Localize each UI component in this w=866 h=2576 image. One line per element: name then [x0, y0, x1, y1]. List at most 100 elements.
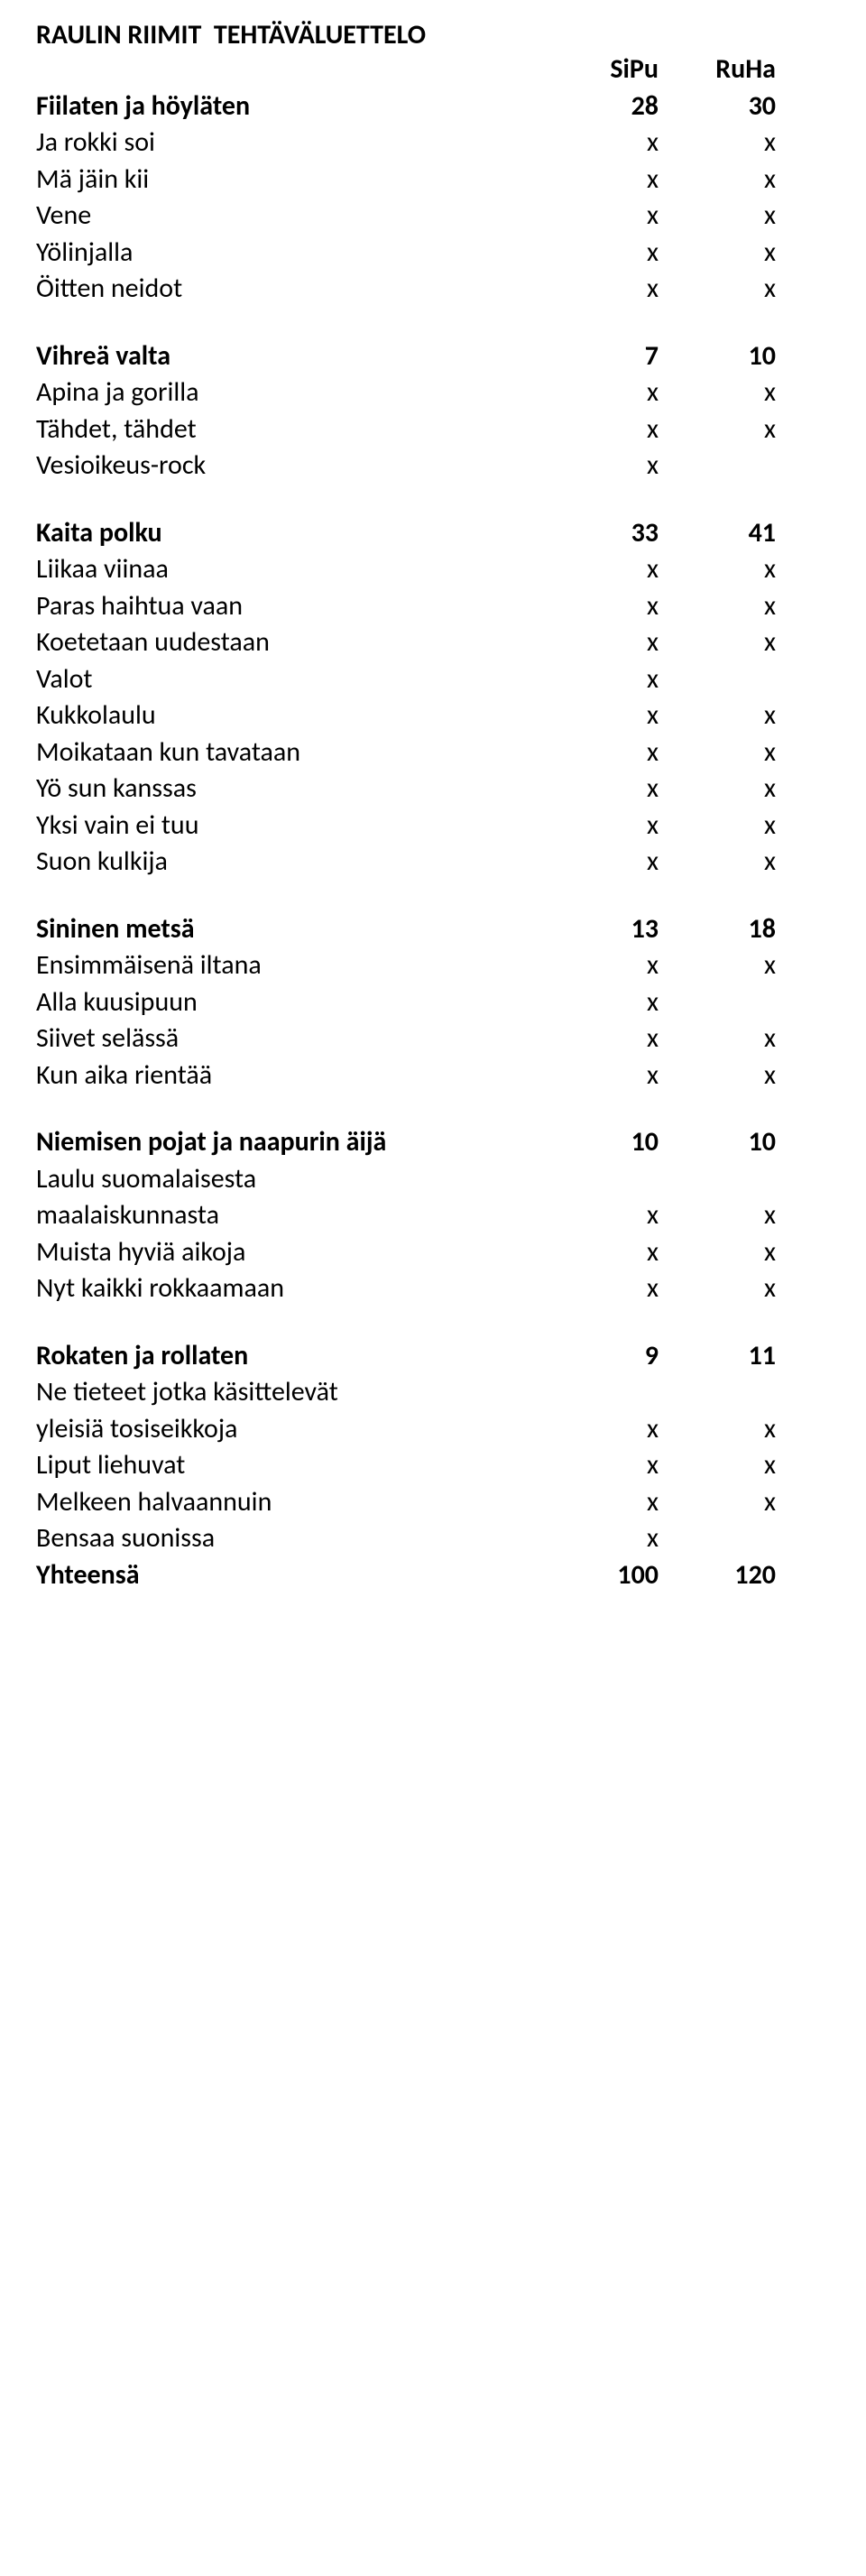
block-row-0-1-col2: x [659, 162, 776, 199]
block-row-2-6-col2: x [659, 771, 776, 808]
block-row-3-2-label: Siivet selässä [36, 1020, 541, 1057]
block-row-0-4-label: Öitten neidot [36, 271, 541, 308]
block-row-0-1-col1: x [541, 162, 659, 199]
block-row-2-3-col1: x [541, 661, 659, 698]
block-row-2-6-col1: x [541, 771, 659, 808]
block-row-2-3-label: Valot [36, 661, 541, 698]
block-row-3-2: Siivet selässäxx [36, 1020, 830, 1057]
block-row-3-3-label: Kun aika rientää [36, 1057, 541, 1094]
block-row-0-3-col1: x [541, 235, 659, 272]
block-row-1-0: Apina ja gorillaxx [36, 374, 830, 411]
block-row-5-3-col1: x [541, 1484, 659, 1521]
block-row-5-4-label: Bensaa suonissa [36, 1520, 541, 1557]
block-row-2-8-col1: x [541, 844, 659, 881]
block-row-3-3-col1: x [541, 1057, 659, 1094]
block-row-4-3-col1: x [541, 1270, 659, 1307]
block-header-1-col1: 7 [541, 338, 659, 375]
block-row-0-0-col1: x [541, 125, 659, 162]
block-row-2-2-col1: x [541, 624, 659, 661]
block-header-0-col1: 28 [541, 88, 659, 125]
block-row-2-1-col1: x [541, 588, 659, 625]
block-row-4-1: maalaiskunnastaxx [36, 1197, 830, 1234]
block-row-5-4: Bensaa suonissax [36, 1520, 830, 1557]
block-row-5-1-col1: x [541, 1411, 659, 1448]
block-row-4-3-col2: x [659, 1270, 776, 1307]
block-footer-5-col1: 100 [541, 1557, 659, 1594]
header-col-2: RuHa [659, 51, 776, 88]
block-spacer [36, 881, 830, 911]
block-row-1-0-col2: x [659, 374, 776, 411]
block-header-3: Sininen metsä1318 [36, 911, 830, 948]
block-row-5-3-col2: x [659, 1484, 776, 1521]
block-row-2-8-col2: x [659, 844, 776, 881]
block-spacer [36, 1307, 830, 1338]
block-header-0-label: Fiilaten ja höyläten [36, 88, 541, 125]
block-row-1-1-col2: x [659, 411, 776, 448]
block-row-5-3: Melkeen halvaannuinxx [36, 1484, 830, 1521]
block-row-1-0-col1: x [541, 374, 659, 411]
block-row-2-7-col2: x [659, 808, 776, 845]
block-row-0-4-col1: x [541, 271, 659, 308]
block-header-3-col2: 18 [659, 911, 776, 948]
block-row-0-3-label: Yölinjalla [36, 235, 541, 272]
block-row-4-1-col1: x [541, 1197, 659, 1234]
block-row-2-4-label: Kukkolaulu [36, 697, 541, 734]
block-row-3-2-col2: x [659, 1020, 776, 1057]
block-row-2-5: Moikataan kun tavataanxx [36, 734, 830, 771]
block-row-2-5-col1: x [541, 734, 659, 771]
block-header-2-label: Kaita polku [36, 515, 541, 552]
block-header-2: Kaita polku3341 [36, 515, 830, 552]
block-row-1-1: Tähdet, tähdetxx [36, 411, 830, 448]
block-header-5-col1: 9 [541, 1338, 659, 1375]
block-row-2-4: Kukkolauluxx [36, 697, 830, 734]
block-header-4: Niemisen pojat ja naapurin äijä1010 [36, 1124, 830, 1161]
block-row-1-2: Vesioikeus-rockx [36, 448, 830, 485]
block-row-0-0-label: Ja rokki soi [36, 125, 541, 162]
block-row-3-0-col2: x [659, 947, 776, 984]
block-row-2-8-label: Suon kulkija [36, 844, 541, 881]
block-row-4-1-label: maalaiskunnasta [36, 1197, 541, 1234]
block-row-2-7: Yksi vain ei tuuxx [36, 808, 830, 845]
block-row-4-2-label: Muista hyviä aikoja [36, 1234, 541, 1271]
block-row-1-1-col1: x [541, 411, 659, 448]
block-row-0-3-col2: x [659, 235, 776, 272]
block-header-3-col1: 13 [541, 911, 659, 948]
block-row-0-1-label: Mä jäin kii [36, 162, 541, 199]
block-row-2-1: Paras haihtua vaanxx [36, 588, 830, 625]
block-row-3-1-label: Alla kuusipuun [36, 984, 541, 1021]
block-header-1: Vihreä valta710 [36, 338, 830, 375]
block-row-0-1: Mä jäin kiixx [36, 162, 830, 199]
block-header-4-col2: 10 [659, 1124, 776, 1161]
block-row-0-3: Yölinjallaxx [36, 235, 830, 272]
block-row-2-7-label: Yksi vain ei tuu [36, 808, 541, 845]
block-row-4-3: Nyt kaikki rokkaamaanxx [36, 1270, 830, 1307]
block-row-2-2-col2: x [659, 624, 776, 661]
block-row-3-0-col1: x [541, 947, 659, 984]
block-spacer [36, 485, 830, 515]
block-row-2-1-col2: x [659, 588, 776, 625]
block-row-5-1: yleisiä tosiseikkojaxx [36, 1411, 830, 1448]
block-header-0-col2: 30 [659, 88, 776, 125]
block-row-3-0-label: Ensimmäisenä iltana [36, 947, 541, 984]
block-row-2-4-col2: x [659, 697, 776, 734]
page-title: RAULIN RIIMIT TEHTÄVÄLUETTELO [36, 18, 830, 51]
block-row-0-2-label: Vene [36, 198, 541, 235]
block-row-0-4-col2: x [659, 271, 776, 308]
block-header-2-col1: 33 [541, 515, 659, 552]
block-row-5-1-label: yleisiä tosiseikkoja [36, 1411, 541, 1448]
block-row-2-4-col1: x [541, 697, 659, 734]
block-row-2-0-col1: x [541, 551, 659, 588]
block-row-1-2-col1: x [541, 448, 659, 485]
block-row-2-7-col1: x [541, 808, 659, 845]
block-row-4-1-col2: x [659, 1197, 776, 1234]
block-row-0-2-col1: x [541, 198, 659, 235]
block-row-3-1-col1: x [541, 984, 659, 1021]
block-row-5-1-col2: x [659, 1411, 776, 1448]
block-row-0-0: Ja rokki soixx [36, 125, 830, 162]
block-row-4-2-col2: x [659, 1234, 776, 1271]
block-row-2-0-label: Liikaa viinaa [36, 551, 541, 588]
block-row-5-0-label: Ne tieteet jotka käsittelevät [36, 1374, 541, 1411]
block-row-3-2-col1: x [541, 1020, 659, 1057]
block-row-1-2-label: Vesioikeus-rock [36, 448, 541, 485]
block-row-3-0: Ensimmäisenä iltanaxx [36, 947, 830, 984]
